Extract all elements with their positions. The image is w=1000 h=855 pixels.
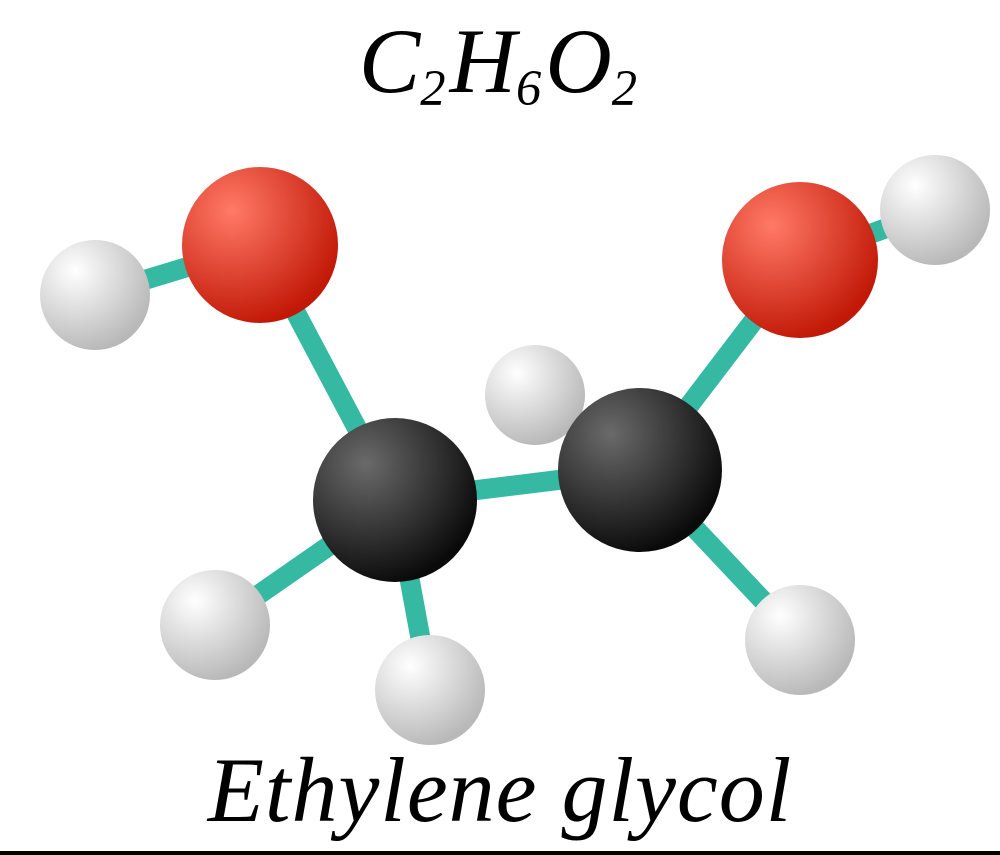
- atom-C2: [558, 388, 722, 552]
- bottom-rule: [0, 851, 1000, 855]
- atoms-layer: [40, 155, 990, 745]
- atom-H1: [40, 240, 150, 350]
- compound-name: Ethylene glycol: [0, 737, 1000, 843]
- molecule-canvas: [0, 0, 1000, 855]
- atom-O2: [722, 182, 878, 338]
- atom-H4: [160, 570, 270, 680]
- atom-H6: [745, 585, 855, 695]
- atom-O1: [182, 167, 338, 323]
- atom-H5: [375, 635, 485, 745]
- atom-C1: [313, 418, 477, 582]
- atom-H2: [880, 155, 990, 265]
- molecular-formula: C2H6O2: [0, 8, 1000, 114]
